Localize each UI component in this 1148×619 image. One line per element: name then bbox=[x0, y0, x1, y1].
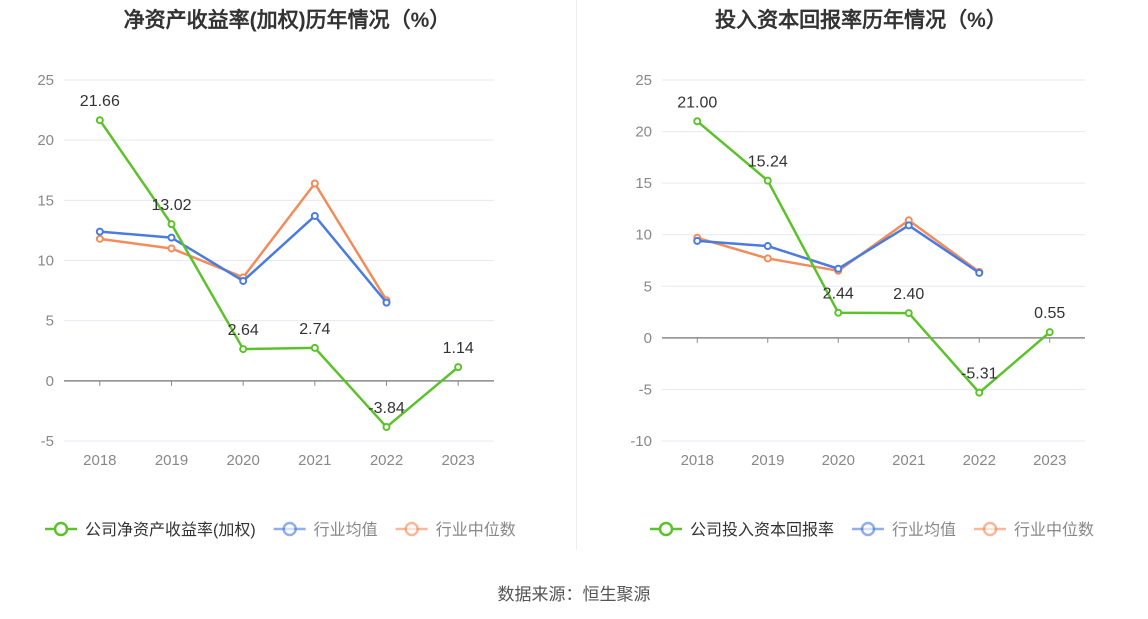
data-point bbox=[95, 116, 104, 125]
data-point bbox=[763, 254, 772, 263]
legend-label: 公司净资产收益率(加权) bbox=[85, 521, 256, 539]
data-point bbox=[693, 236, 702, 245]
x-tick-label: 2020 bbox=[226, 452, 259, 469]
data-label: 1.14 bbox=[443, 340, 474, 357]
x-tick-label: 2022 bbox=[963, 452, 996, 469]
y-tick-label: 0 bbox=[46, 373, 54, 390]
data-point bbox=[95, 234, 104, 243]
series-line bbox=[696, 120, 1051, 394]
data-point bbox=[167, 220, 176, 229]
data-point bbox=[382, 298, 391, 307]
legend-marker bbox=[53, 521, 69, 537]
data-label: 0.55 bbox=[1034, 305, 1065, 322]
y-tick-label: -5 bbox=[41, 433, 54, 450]
series-line bbox=[98, 119, 459, 429]
data-point bbox=[904, 309, 913, 318]
roe-chart-plot: -5 0 5 10 15 20 25 2018 2019 2020 2021 2022 2023 21.6… bbox=[37, 72, 516, 539]
data-point bbox=[310, 211, 319, 220]
y-tick-label: 5 bbox=[644, 278, 652, 295]
x-tick-label: 2021 bbox=[892, 452, 925, 469]
data-point bbox=[975, 268, 984, 277]
x-tick-label: 2022 bbox=[370, 452, 403, 469]
y-tick-label: 15 bbox=[635, 175, 652, 192]
y-tick-label: 20 bbox=[37, 132, 54, 149]
legend-label: 公司投入资本回报率 bbox=[690, 521, 834, 539]
data-point bbox=[693, 117, 702, 126]
data-point bbox=[239, 345, 248, 354]
data-point bbox=[975, 388, 984, 397]
data-point bbox=[834, 308, 843, 317]
data-point bbox=[834, 264, 843, 273]
data-label: -3.84 bbox=[368, 400, 405, 417]
y-tick-label: 15 bbox=[37, 192, 54, 209]
data-label: 2.74 bbox=[299, 321, 330, 338]
y-tick-label: 0 bbox=[644, 330, 652, 347]
y-tick-label: 5 bbox=[46, 313, 54, 330]
data-label: 15.24 bbox=[748, 154, 788, 171]
data-point bbox=[1045, 328, 1054, 337]
data-point bbox=[167, 244, 176, 253]
legend-marker bbox=[982, 521, 998, 537]
data-label: -5.31 bbox=[961, 366, 998, 383]
legend-marker bbox=[860, 521, 876, 537]
y-tick-label: 20 bbox=[635, 124, 652, 141]
x-tick-label: 2018 bbox=[681, 452, 714, 469]
legend-marker bbox=[282, 521, 297, 537]
legend-label: 行业均值 bbox=[892, 521, 956, 539]
x-tick-label: 2021 bbox=[298, 452, 331, 469]
data-point bbox=[95, 227, 104, 236]
y-tick-label: 25 bbox=[37, 72, 54, 89]
legend-label: 行业中位数 bbox=[1014, 521, 1094, 539]
legend-marker bbox=[404, 521, 419, 537]
data-label: 21.66 bbox=[80, 93, 120, 110]
data-label: 21.00 bbox=[677, 94, 717, 111]
data-label: 2.44 bbox=[823, 286, 854, 303]
roe-chart: 净资产收益率(加权)历年情况（%） -5 0 5 10 15 20 25 2018 2019 20… bbox=[0, 0, 574, 560]
data-label: 13.02 bbox=[151, 197, 191, 214]
legend-label: 行业中位数 bbox=[436, 521, 516, 539]
data-point bbox=[239, 276, 248, 285]
roic-chart-plot: -10 -5 0 5 10 15 20 25 2018 2019 2020 2021 2022 2023 2… bbox=[630, 72, 1094, 539]
legend-marker bbox=[658, 521, 674, 537]
x-tick-label: 2019 bbox=[155, 452, 188, 469]
data-label: 2.64 bbox=[228, 322, 259, 339]
x-tick-label: 2023 bbox=[1033, 452, 1066, 469]
data-point bbox=[763, 176, 772, 185]
data-label: 2.40 bbox=[893, 286, 924, 303]
series-line bbox=[696, 219, 980, 273]
data-point bbox=[167, 233, 176, 242]
data-point bbox=[310, 179, 319, 188]
data-source: 数据来源：恒生聚源 bbox=[497, 585, 651, 604]
data-point bbox=[763, 242, 772, 251]
x-tick-label: 2023 bbox=[441, 452, 474, 469]
y-tick-label: 10 bbox=[635, 227, 652, 244]
chart-title: 投入资本回报率历年情况（%） bbox=[715, 9, 1007, 32]
x-tick-label: 2018 bbox=[83, 452, 116, 469]
legend-label: 行业均值 bbox=[314, 521, 378, 539]
chart-title: 净资产收益率(加权)历年情况（%） bbox=[123, 9, 451, 32]
chart-divider bbox=[576, 0, 577, 550]
y-tick-label: 10 bbox=[37, 253, 54, 270]
roic-chart: 投入资本回报率历年情况（%） -10 -5 0 5 10 15 20 25 2018 2019 20… bbox=[574, 0, 1148, 560]
x-tick-label: 2020 bbox=[822, 452, 855, 469]
y-tick-label: 25 bbox=[635, 72, 652, 89]
data-point bbox=[454, 363, 463, 372]
data-point bbox=[382, 423, 391, 432]
y-tick-label: -10 bbox=[630, 433, 652, 450]
data-point bbox=[904, 221, 913, 230]
y-tick-label: -5 bbox=[639, 381, 652, 398]
x-tick-label: 2019 bbox=[751, 452, 784, 469]
data-point bbox=[310, 343, 319, 352]
